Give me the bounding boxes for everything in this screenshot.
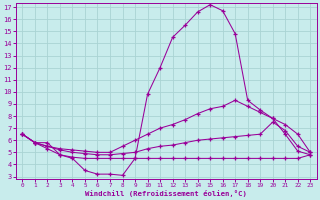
X-axis label: Windchill (Refroidissement éolien,°C): Windchill (Refroidissement éolien,°C) [85,190,247,197]
